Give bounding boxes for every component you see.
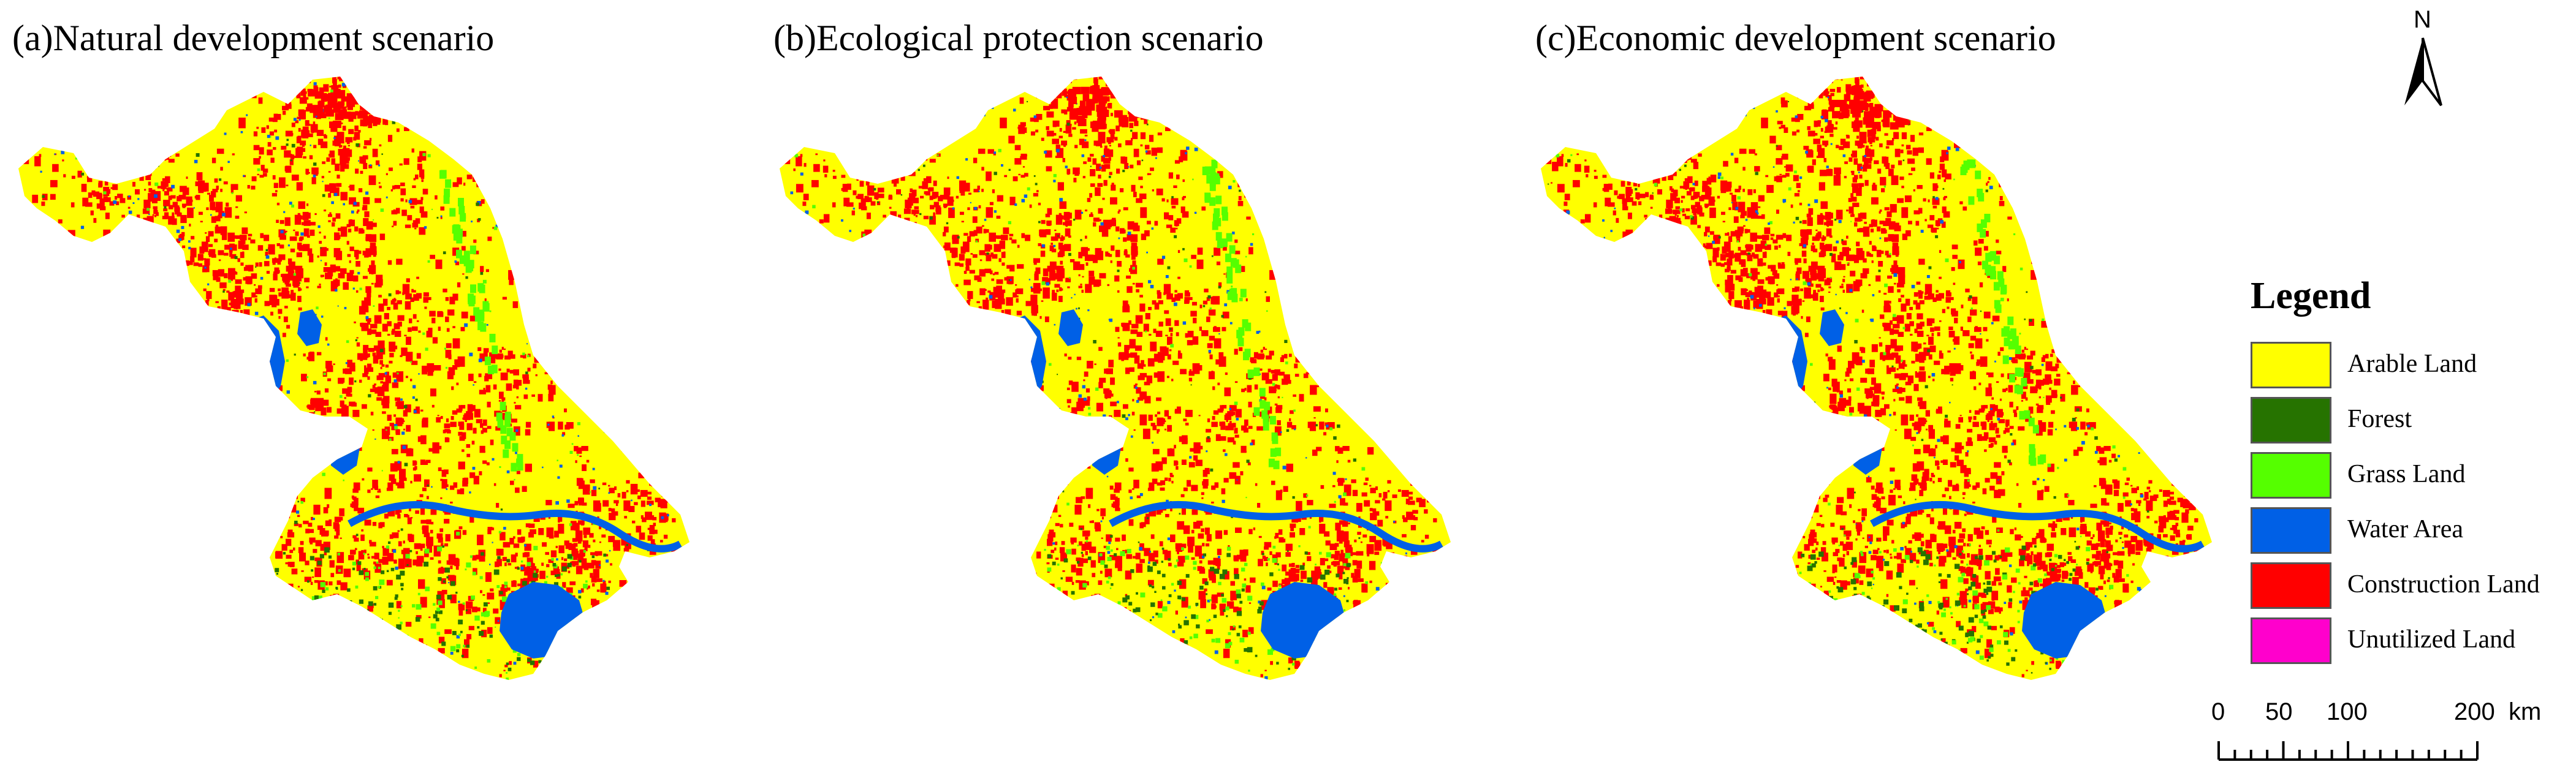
north-letter: N — [2414, 6, 2431, 33]
map-base-arable — [18, 77, 690, 680]
scale-tick-200: 200 — [2454, 698, 2495, 725]
legend-swatch-grass-land — [2251, 452, 2331, 499]
scale-bar — [2217, 741, 2479, 761]
legend-swatch-arable-land — [2251, 342, 2331, 388]
lake-1 — [228, 315, 285, 410]
panel-title-natural: (a)Natural development scenario — [12, 18, 495, 58]
map-ecological-scenario — [780, 77, 1451, 680]
legend-label-grass-land: Grass Land — [2347, 460, 2466, 488]
lake-1 — [1750, 315, 1807, 410]
legend-label-unutilized-land: Unutilized Land — [2347, 625, 2516, 654]
legend-label-water-area: Water Area — [2347, 515, 2463, 543]
scale-tick-100: 100 — [2327, 698, 2368, 725]
legend-label-forest: Forest — [2347, 405, 2412, 433]
map-economic-scenario — [1541, 77, 2212, 680]
scale-tick-50: 50 — [2265, 698, 2293, 725]
land-use-patches — [18, 77, 690, 680]
panel-title-ecological: (b)Ecological protection scenario — [773, 18, 1264, 58]
map-base-arable — [780, 77, 1451, 680]
river — [348, 500, 682, 553]
lake-2 — [1058, 309, 1083, 346]
river — [1109, 500, 1443, 553]
map-base-arable — [1541, 77, 2212, 680]
scale-tick-0: 0 — [2211, 698, 2225, 725]
legend-swatch-water-area — [2251, 507, 2331, 554]
river — [1870, 500, 2205, 553]
lake-2 — [297, 309, 322, 346]
north-arrow-icon — [2404, 37, 2442, 107]
legend-label-construction-land: Construction Land — [2347, 570, 2540, 598]
legend-swatch-construction-land — [2251, 562, 2331, 609]
legend-title: Legend — [2251, 275, 2371, 317]
panel-title-economic: (c)Economic development scenario — [1535, 18, 2056, 58]
lake-2 — [1820, 309, 1844, 346]
legend-swatch-unutilized-land — [2251, 617, 2331, 664]
legend-label-arable-land: Arable Land — [2347, 350, 2477, 378]
lake-1 — [989, 315, 1046, 410]
legend-swatch-forest — [2251, 397, 2331, 444]
scale-unit: km — [2509, 698, 2542, 725]
map-natural-scenario — [18, 77, 690, 680]
